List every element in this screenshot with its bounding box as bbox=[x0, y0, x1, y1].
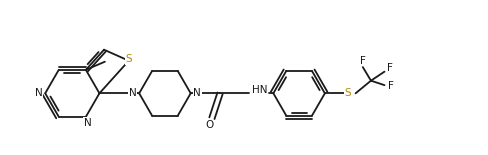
Text: F: F bbox=[387, 63, 393, 73]
Text: S: S bbox=[345, 88, 351, 98]
Text: S: S bbox=[125, 54, 132, 64]
Text: F: F bbox=[388, 81, 394, 91]
Text: HN: HN bbox=[252, 85, 267, 95]
Text: N: N bbox=[35, 88, 43, 98]
Text: O: O bbox=[205, 120, 214, 130]
Text: N: N bbox=[129, 88, 137, 98]
Text: N: N bbox=[193, 88, 201, 98]
Text: N: N bbox=[84, 118, 92, 128]
Text: F: F bbox=[360, 56, 366, 66]
